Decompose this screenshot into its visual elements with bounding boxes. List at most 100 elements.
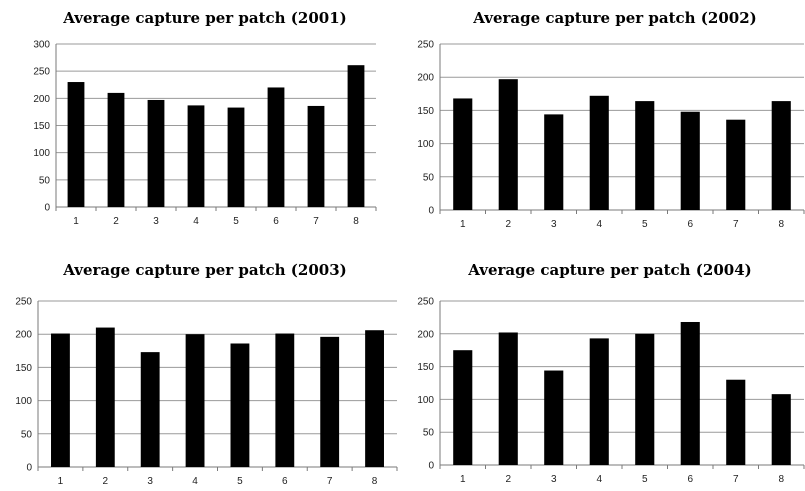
y-tick-label: 50 (423, 172, 435, 183)
y-tick-label: 150 (417, 362, 434, 373)
bar (107, 92, 125, 207)
y-tick-label: 50 (39, 175, 51, 186)
bar (589, 338, 609, 465)
bar-chart-2002: 0 50 100 150 200 250 1 2 3 4 5 6 7 8 (417, 40, 805, 230)
bar (275, 333, 295, 467)
bar (453, 350, 473, 465)
y-tick-label: 200 (15, 330, 32, 341)
x-tick-label: 2 (505, 474, 511, 485)
x-tick-label: 4 (596, 474, 602, 485)
x-tick-label: 8 (372, 476, 378, 487)
x-tick-label: 1 (460, 219, 466, 230)
y-tick-label: 250 (33, 67, 50, 78)
y-tick-label: 300 (33, 40, 50, 51)
x-tick-label: 2 (103, 476, 109, 487)
x-tick-label: 8 (353, 216, 359, 227)
y-tick-label: 0 (26, 463, 32, 474)
y-tick-label: 50 (423, 428, 435, 439)
bar (307, 105, 325, 207)
y-tick-label: 150 (33, 121, 50, 132)
y-tick-label: 100 (417, 395, 434, 406)
bar (680, 321, 700, 465)
bar (635, 333, 655, 465)
y-tick-label: 100 (15, 396, 32, 407)
bar (227, 107, 245, 207)
bar (635, 101, 655, 210)
bar (544, 114, 564, 210)
y-tick-label: 0 (428, 461, 434, 472)
x-tick-label: 6 (273, 216, 279, 227)
x-tick-label: 7 (733, 474, 739, 485)
x-tick-label: 5 (233, 216, 239, 227)
x-tick-label: 7 (733, 219, 739, 230)
bar (147, 99, 165, 207)
x-tick-label: 7 (313, 216, 319, 227)
y-tick-label: 250 (417, 40, 434, 51)
chart-title: Average capture per patch (2003) (63, 261, 347, 279)
bar (347, 65, 365, 207)
bar (230, 343, 250, 467)
chart-panel-2001: Average capture per patch (2001) 0 50 100 1… (0, 0, 400, 240)
bar (726, 379, 746, 465)
x-tick-label: 3 (551, 219, 557, 230)
y-tick-label: 100 (33, 148, 50, 159)
bar (544, 370, 564, 465)
x-tick-label: 5 (642, 219, 648, 230)
bar (187, 105, 205, 207)
x-tick-label: 3 (551, 474, 557, 485)
y-tick-label: 100 (417, 139, 434, 150)
x-tick-label: 5 (642, 474, 648, 485)
x-tick-label: 7 (327, 476, 333, 487)
chart-panel-2003: Average capture per patch (2003) 0 50 100 1… (0, 245, 400, 491)
chart-panel-2002: Average capture per patch (2002) 0 50 100 1… (400, 0, 805, 240)
x-tick-label: 3 (153, 216, 159, 227)
x-tick-label: 2 (505, 219, 511, 230)
bar (771, 101, 791, 210)
bar (771, 394, 791, 465)
y-tick-label: 0 (44, 203, 50, 214)
x-tick-label: 4 (192, 476, 198, 487)
bar (267, 87, 285, 207)
bar (365, 330, 384, 467)
bar (726, 119, 746, 210)
chart-title: Average capture per patch (2004) (468, 261, 752, 279)
y-tick-label: 200 (417, 73, 434, 84)
bar (67, 82, 85, 207)
y-tick-label: 250 (15, 297, 32, 308)
bar (498, 79, 518, 210)
x-tick-label: 2 (113, 216, 119, 227)
bar (51, 333, 70, 467)
bar (95, 327, 115, 467)
bar (140, 352, 160, 467)
bar (498, 332, 518, 465)
y-tick-label: 150 (15, 363, 32, 374)
x-tick-label: 6 (687, 219, 693, 230)
x-tick-label: 4 (596, 219, 602, 230)
y-tick-label: 150 (417, 106, 434, 117)
bar-chart-2001: 0 50 100 150 200 250 300 1 2 3 4 5 6 7 8 (33, 40, 377, 227)
bar (185, 334, 205, 467)
chart-title: Average capture per patch (2002) (473, 9, 757, 27)
x-tick-label: 6 (282, 476, 288, 487)
bar-chart-2004: 0 50 100 150 200 250 1 2 3 4 5 6 7 8 (417, 297, 805, 485)
chart-title: Average capture per patch (2001) (63, 9, 347, 27)
x-tick-label: 8 (778, 474, 784, 485)
x-tick-label: 1 (58, 476, 64, 487)
x-tick-label: 8 (778, 219, 784, 230)
y-tick-label: 250 (417, 297, 434, 308)
bar-chart-2003: 0 50 100 150 200 250 1 2 3 4 5 6 7 8 (15, 297, 398, 487)
y-tick-label: 200 (33, 94, 50, 105)
y-tick-label: 0 (428, 206, 434, 217)
chart-panel-2004: Average capture per patch (2004) 0 50 100 1… (400, 245, 805, 491)
bar (453, 98, 473, 210)
x-tick-label: 1 (73, 216, 79, 227)
x-tick-label: 3 (147, 476, 153, 487)
y-tick-label: 200 (417, 329, 434, 340)
x-tick-label: 6 (687, 474, 693, 485)
bar (320, 336, 340, 467)
bar (680, 111, 700, 210)
bar (589, 95, 609, 210)
y-tick-label: 50 (21, 429, 33, 440)
x-tick-label: 1 (460, 474, 466, 485)
x-tick-label: 5 (237, 476, 243, 487)
